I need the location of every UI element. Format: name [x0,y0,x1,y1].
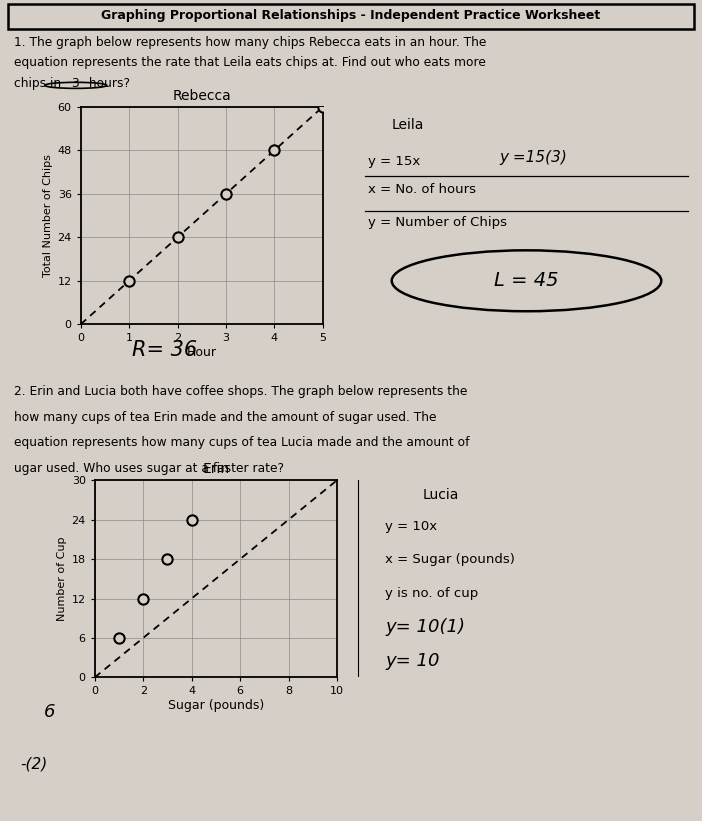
Text: equation represents the rate that Leila eats chips at. Find out who eats more: equation represents the rate that Leila … [14,57,486,70]
Text: y =15(3): y =15(3) [500,150,567,165]
Text: 1. The graph below represents how many chips Rebecca eats in an hour. The: 1. The graph below represents how many c… [14,36,486,49]
Point [138,592,149,605]
X-axis label: Hour: Hour [187,346,217,359]
FancyBboxPatch shape [8,4,694,29]
Text: y= 10(1): y= 10(1) [385,618,465,636]
Point [172,231,183,244]
Text: R= 36: R= 36 [132,340,197,360]
Text: how many cups of tea Erin made and the amount of sugar used. The: how many cups of tea Erin made and the a… [14,410,437,424]
Text: 6: 6 [44,703,55,721]
Text: hours?: hours? [85,76,130,89]
Text: y = 10x: y = 10x [385,520,437,533]
Y-axis label: Total Number of Chips: Total Number of Chips [44,154,53,277]
Y-axis label: Number of Cup: Number of Cup [58,537,67,621]
Text: y = Number of Chips: y = Number of Chips [368,215,507,228]
X-axis label: Sugar (pounds): Sugar (pounds) [168,699,264,712]
Text: Graphing Proportional Relationships - Independent Practice Worksheet: Graphing Proportional Relationships - In… [101,9,601,22]
Text: -(2): -(2) [21,756,48,772]
Point [269,144,280,157]
Text: equation represents how many cups of tea Lucia made and the amount of: equation represents how many cups of tea… [14,436,470,449]
Text: Leila: Leila [392,117,424,131]
Point [162,553,173,566]
Title: Rebecca: Rebecca [173,89,231,103]
Text: Lucia: Lucia [423,488,459,502]
Point [124,274,135,287]
Text: 2. Erin and Lucia both have coffee shops. The graph below represents the: 2. Erin and Lucia both have coffee shops… [14,385,468,398]
Text: L = 45: L = 45 [494,271,559,291]
Text: ugar used. Who uses sugar at a faster rate?: ugar used. Who uses sugar at a faster ra… [14,461,284,475]
Text: 3: 3 [71,76,79,89]
Text: y = 15x: y = 15x [368,154,420,167]
Text: y= 10: y= 10 [385,652,439,670]
Title: Erin: Erin [202,462,230,476]
Point [317,100,329,113]
Text: x = No. of hours: x = No. of hours [368,183,476,196]
Text: y is no. of cup: y is no. of cup [385,587,478,599]
Text: chips in: chips in [14,76,65,89]
Text: x = Sugar (pounds): x = Sugar (pounds) [385,553,515,566]
Point [186,513,197,526]
Point [220,187,232,200]
Point [114,631,125,644]
